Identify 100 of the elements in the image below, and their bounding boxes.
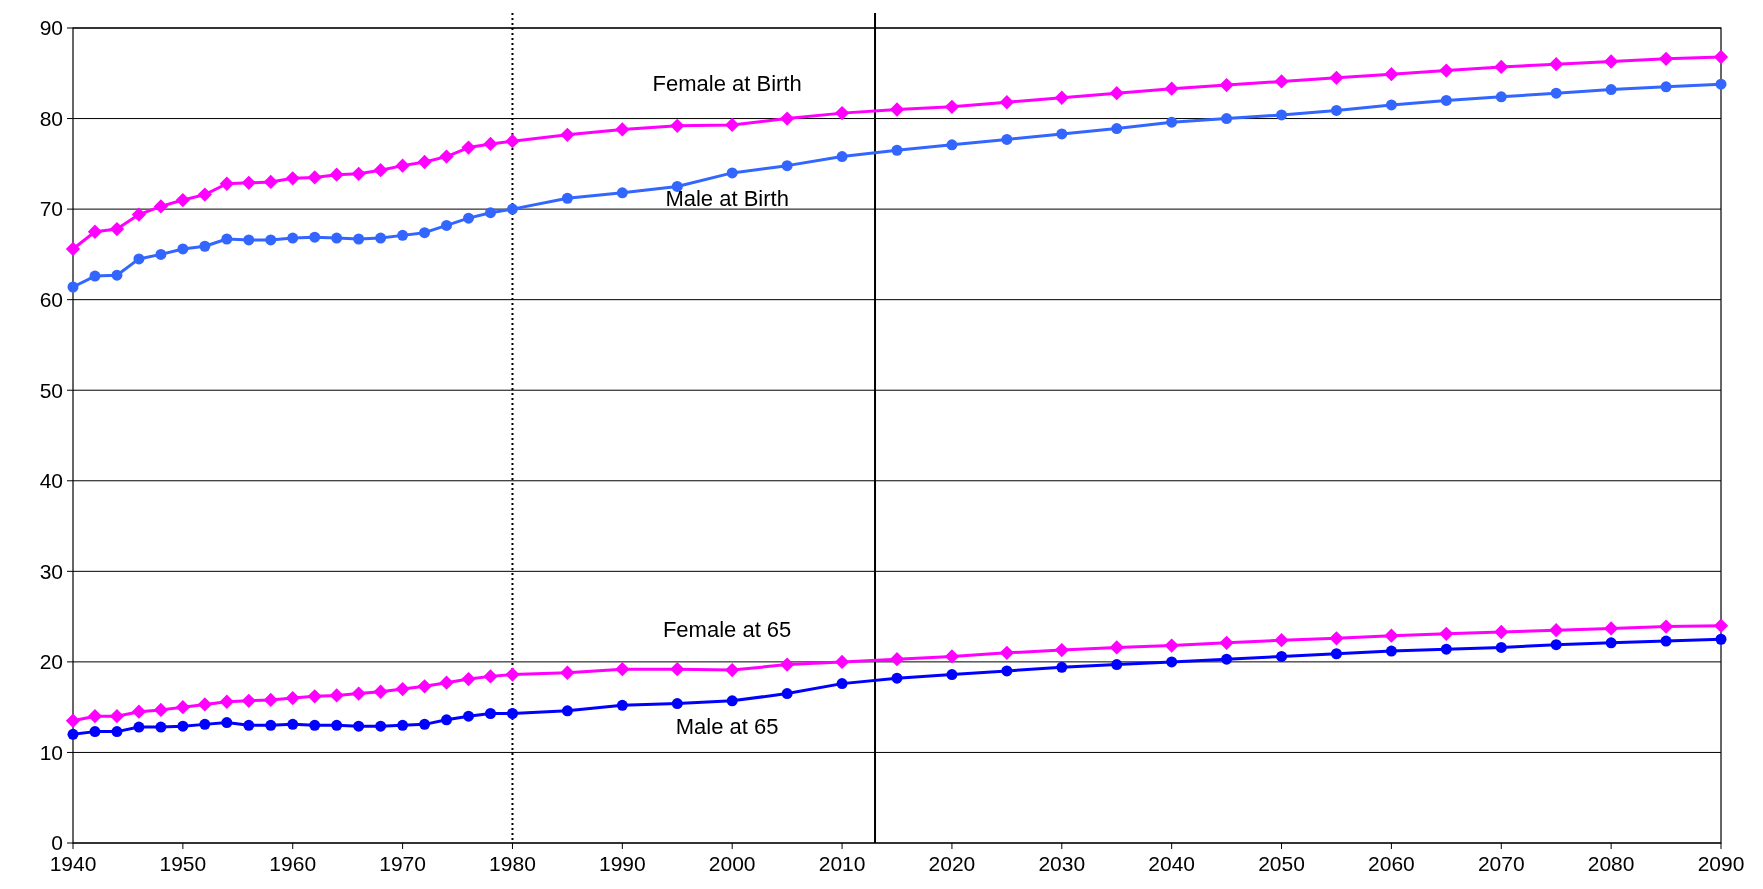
x-tick-label: 2040 <box>1148 852 1196 875</box>
point <box>1001 665 1013 677</box>
point <box>287 232 299 244</box>
x-tick-label: 1950 <box>159 852 207 875</box>
point <box>483 669 498 684</box>
point <box>484 207 496 219</box>
point <box>505 134 520 149</box>
point <box>463 710 475 722</box>
point <box>1660 81 1672 93</box>
x-tick-label: 1940 <box>49 852 97 875</box>
point <box>999 645 1015 660</box>
x-tick-label: 2070 <box>1477 852 1525 875</box>
point <box>65 713 81 728</box>
point <box>506 708 518 720</box>
point <box>1549 623 1564 638</box>
point <box>1658 51 1674 66</box>
point <box>1056 661 1068 673</box>
point <box>1495 91 1507 103</box>
x-tick-label: 2000 <box>708 852 756 875</box>
point <box>199 718 211 730</box>
point <box>944 99 960 114</box>
point <box>1494 624 1509 640</box>
point <box>155 248 167 260</box>
point <box>836 151 848 163</box>
x-tick-label: 2030 <box>1038 852 1086 875</box>
point <box>331 232 343 244</box>
point <box>1495 641 1507 653</box>
point <box>197 697 212 712</box>
point <box>419 718 431 730</box>
point <box>779 111 795 126</box>
point <box>131 704 147 719</box>
point <box>1274 633 1289 648</box>
x-tick-label: 1970 <box>379 852 426 875</box>
point <box>1109 640 1124 655</box>
point <box>725 117 740 133</box>
point <box>353 233 365 245</box>
point <box>353 720 365 732</box>
y-tick-label: 50 <box>39 378 63 402</box>
point <box>177 243 189 255</box>
point <box>889 102 905 117</box>
point <box>241 693 256 708</box>
point <box>395 158 410 173</box>
point <box>1603 54 1619 69</box>
point <box>329 688 344 703</box>
point <box>285 171 300 186</box>
point <box>395 681 410 697</box>
point <box>1111 659 1123 671</box>
point <box>726 695 738 707</box>
point <box>265 234 277 246</box>
point <box>89 270 101 282</box>
series-label: Female at 65 <box>662 616 792 642</box>
point <box>417 154 432 170</box>
point <box>836 678 848 690</box>
point <box>219 176 234 191</box>
point <box>484 708 496 720</box>
point <box>615 661 630 677</box>
point <box>307 689 322 704</box>
point <box>944 649 960 664</box>
point <box>1605 84 1617 96</box>
point <box>670 661 685 677</box>
point <box>891 144 903 156</box>
point <box>781 160 793 172</box>
point <box>1276 109 1288 121</box>
point <box>1219 635 1234 651</box>
point <box>1274 74 1289 89</box>
point <box>441 219 453 231</box>
point <box>616 699 628 711</box>
point <box>375 232 387 244</box>
point <box>560 127 575 143</box>
point <box>331 719 343 731</box>
point <box>221 233 233 245</box>
point <box>670 118 685 133</box>
point <box>1385 645 1397 657</box>
point <box>197 187 212 202</box>
point <box>505 667 520 682</box>
point <box>87 224 103 239</box>
point <box>1713 618 1729 633</box>
point <box>397 229 409 241</box>
point <box>1001 133 1013 145</box>
x-tick-label: 2060 <box>1368 852 1415 875</box>
point <box>133 721 145 733</box>
point <box>175 192 191 208</box>
y-tick-label: 10 <box>39 740 63 764</box>
x-tick-label: 2010 <box>818 852 866 875</box>
point <box>1329 631 1344 646</box>
point <box>726 167 738 179</box>
point <box>1494 59 1509 75</box>
point <box>999 95 1015 110</box>
point <box>1166 116 1178 128</box>
point <box>373 684 388 699</box>
point <box>285 690 300 706</box>
point <box>1439 626 1454 641</box>
point <box>1658 619 1674 634</box>
point <box>1715 633 1727 645</box>
point <box>1440 94 1452 106</box>
point <box>483 136 498 152</box>
y-tick-label: 70 <box>39 197 63 221</box>
point <box>221 717 233 729</box>
point <box>351 686 366 701</box>
point <box>307 170 322 185</box>
